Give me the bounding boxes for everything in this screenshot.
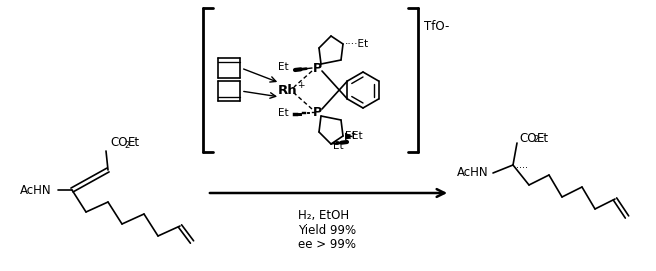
Text: +: + bbox=[297, 80, 304, 89]
Text: AcHN: AcHN bbox=[20, 183, 52, 196]
Text: H₂, EtOH: H₂, EtOH bbox=[298, 208, 349, 221]
Text: Yield 99%: Yield 99% bbox=[298, 224, 356, 237]
Text: Et: Et bbox=[333, 141, 344, 151]
Text: ····: ···· bbox=[516, 163, 528, 173]
Text: Et: Et bbox=[278, 62, 289, 72]
Text: 2: 2 bbox=[533, 136, 539, 144]
Text: P: P bbox=[312, 105, 321, 118]
Text: ee > 99%: ee > 99% bbox=[298, 238, 356, 251]
Text: Et: Et bbox=[537, 131, 549, 144]
Text: AcHN: AcHN bbox=[457, 166, 489, 179]
Text: 2: 2 bbox=[124, 140, 129, 150]
Text: Et: Et bbox=[128, 137, 140, 150]
Text: ▶Et: ▶Et bbox=[345, 131, 363, 141]
Text: P: P bbox=[312, 62, 321, 75]
Text: Et: Et bbox=[278, 108, 289, 118]
Text: CO: CO bbox=[519, 131, 537, 144]
Text: TfO-: TfO- bbox=[424, 20, 449, 33]
Text: Rh: Rh bbox=[278, 83, 298, 96]
Text: Et: Et bbox=[345, 131, 356, 141]
Text: ····Et: ····Et bbox=[345, 39, 369, 49]
Text: CO: CO bbox=[110, 137, 127, 150]
